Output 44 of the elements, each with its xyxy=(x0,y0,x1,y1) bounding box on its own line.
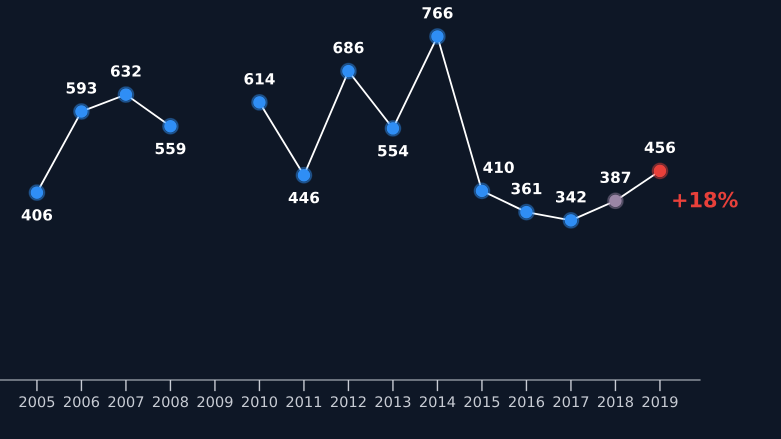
data-label: 410 xyxy=(483,162,514,174)
data-label: 559 xyxy=(156,142,186,154)
data-label: 554 xyxy=(378,145,408,156)
point xyxy=(429,28,446,45)
point xyxy=(340,62,357,80)
data-label: 766 xyxy=(422,7,453,19)
x-tick-label: 2005 xyxy=(19,396,54,408)
data-label: 632 xyxy=(110,65,141,77)
x-tick-label: 2011 xyxy=(286,396,322,408)
x-tick-label: 2016 xyxy=(508,396,544,408)
point xyxy=(296,166,312,184)
annotation: +18% xyxy=(673,192,738,208)
point xyxy=(562,212,580,229)
point xyxy=(162,118,179,135)
data-label: 456 xyxy=(644,142,676,154)
x-tick-label: 2013 xyxy=(375,396,410,408)
data-label: 387 xyxy=(600,172,630,184)
data-label: 342 xyxy=(556,191,586,203)
point xyxy=(251,94,268,111)
x-tick-label: 2015 xyxy=(464,396,500,408)
point xyxy=(518,204,535,220)
point xyxy=(28,184,46,201)
x-tick-label: 2007 xyxy=(108,396,144,408)
data-label: 361 xyxy=(512,182,542,194)
point xyxy=(607,192,624,210)
x-tick-label: 2014 xyxy=(420,396,456,408)
point xyxy=(384,120,402,137)
x-tick-label: 2017 xyxy=(553,396,588,408)
x-tick-label: 2019 xyxy=(642,396,678,408)
point xyxy=(73,103,90,120)
point xyxy=(474,182,490,200)
x-tick-label: 2008 xyxy=(152,396,188,408)
data-label: 614 xyxy=(244,73,275,85)
x-tick-label: 2010 xyxy=(242,396,278,408)
point xyxy=(652,162,668,180)
x-tick-label: 2009 xyxy=(197,396,232,408)
data-label: 686 xyxy=(333,42,364,54)
point xyxy=(118,86,134,103)
data-label: 406 xyxy=(22,209,52,221)
x-tick-label: 2018 xyxy=(598,396,634,408)
data-label: 446 xyxy=(288,192,320,204)
x-tick-label: 2006 xyxy=(64,396,100,408)
data-label: 593 xyxy=(66,82,96,94)
x-tick-label: 2012 xyxy=(330,396,366,408)
